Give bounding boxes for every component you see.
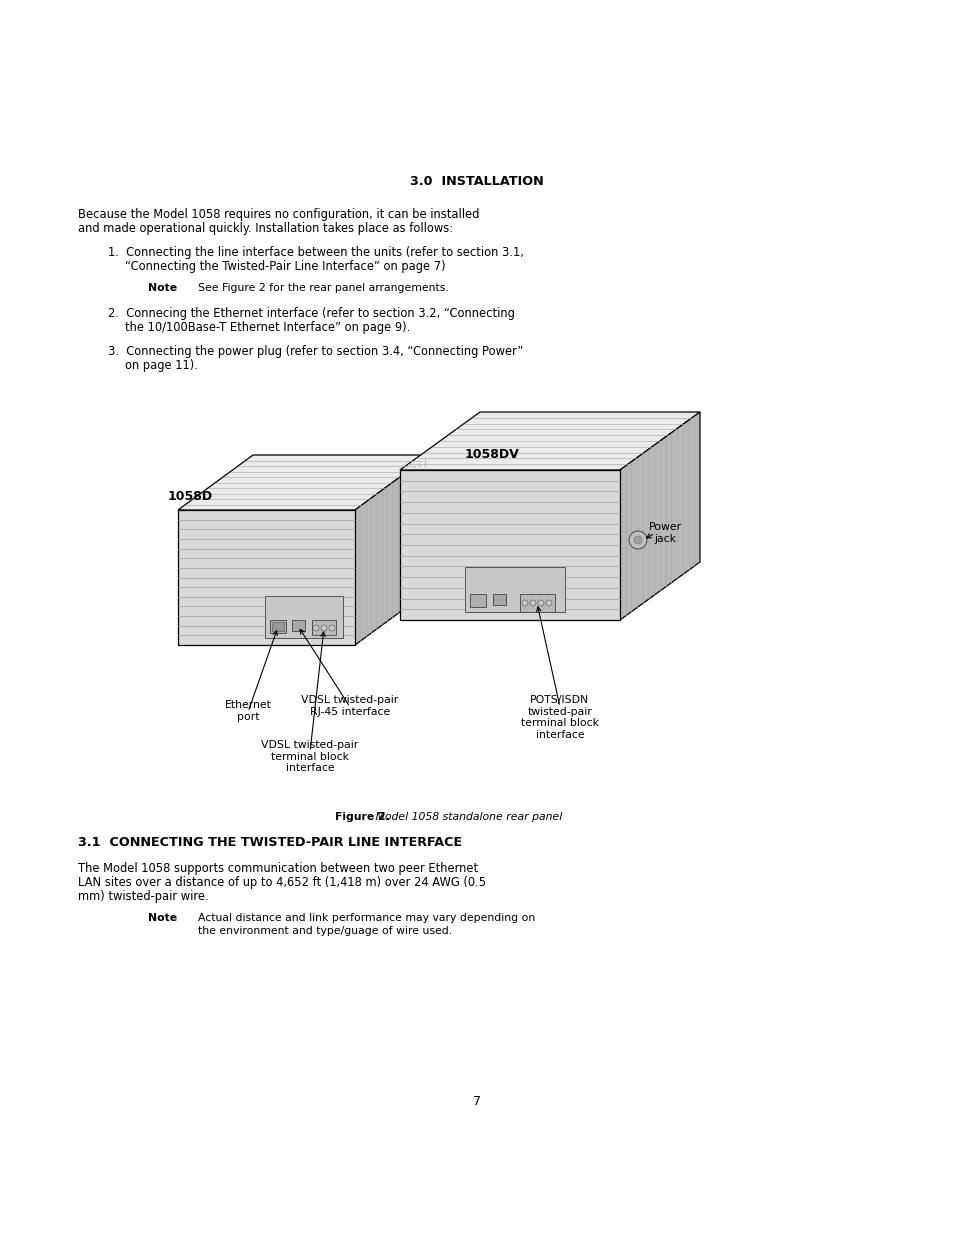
Text: 7: 7 bbox=[473, 1095, 480, 1108]
Circle shape bbox=[628, 531, 646, 550]
Text: and made operational quickly. Installation takes place as follows:: and made operational quickly. Installati… bbox=[78, 222, 453, 235]
Bar bbox=[464, 567, 564, 613]
Text: See Figure 2 for the rear panel arrangements.: See Figure 2 for the rear panel arrangem… bbox=[198, 283, 448, 293]
Text: Ethernet
port: Ethernet port bbox=[224, 700, 272, 721]
Text: The Model 1058 supports communication between two peer Ethernet: The Model 1058 supports communication be… bbox=[78, 862, 477, 876]
Circle shape bbox=[634, 536, 641, 543]
Text: 1058DV: 1058DV bbox=[464, 448, 519, 461]
Bar bbox=[292, 620, 305, 631]
Text: on page 11).: on page 11). bbox=[125, 359, 197, 372]
Circle shape bbox=[320, 625, 327, 631]
Polygon shape bbox=[178, 454, 430, 510]
Circle shape bbox=[329, 625, 335, 631]
Text: POTS/ISDN
twisted-pair
terminal block
interface: POTS/ISDN twisted-pair terminal block in… bbox=[520, 695, 598, 740]
Text: “Connecting the Twisted-Pair Line Interface” on page 7): “Connecting the Twisted-Pair Line Interf… bbox=[125, 261, 445, 273]
Text: 2.  Connecing the Ethernet interface (refer to section 3.2, “Connecting: 2. Connecing the Ethernet interface (ref… bbox=[108, 308, 515, 320]
Circle shape bbox=[537, 600, 543, 606]
Text: 3.1  CONNECTING THE TWISTED-PAIR LINE INTERFACE: 3.1 CONNECTING THE TWISTED-PAIR LINE INT… bbox=[78, 836, 461, 848]
Polygon shape bbox=[178, 510, 355, 645]
Polygon shape bbox=[619, 412, 700, 620]
Polygon shape bbox=[355, 454, 430, 645]
Text: Model 1058 standalone rear panel: Model 1058 standalone rear panel bbox=[372, 811, 561, 823]
Text: 1.  Connecting the line interface between the units (refer to section 3.1,: 1. Connecting the line interface between… bbox=[108, 246, 523, 259]
Bar bbox=[519, 594, 555, 613]
Text: 1058D: 1058D bbox=[168, 490, 213, 503]
Bar bbox=[312, 620, 335, 635]
Bar bbox=[270, 620, 286, 634]
Bar bbox=[493, 594, 505, 605]
Text: VDSL twisted-pair
RJ-45 interface: VDSL twisted-pair RJ-45 interface bbox=[301, 695, 398, 716]
Text: Figure 2.: Figure 2. bbox=[335, 811, 390, 823]
Text: Power
jack: Power jack bbox=[648, 522, 680, 543]
Text: 3.0  INSTALLATION: 3.0 INSTALLATION bbox=[410, 175, 543, 188]
Text: Note: Note bbox=[148, 283, 177, 293]
Text: LAN sites over a distance of up to 4,652 ft (1,418 m) over 24 AWG (0.5: LAN sites over a distance of up to 4,652… bbox=[78, 876, 486, 889]
Text: 3.  Connecting the power plug (refer to section 3.4, “Connecting Power”: 3. Connecting the power plug (refer to s… bbox=[108, 345, 522, 358]
Text: VDSL twisted-pair
terminal block
interface: VDSL twisted-pair terminal block interfa… bbox=[261, 740, 358, 773]
Bar bbox=[272, 622, 284, 631]
Circle shape bbox=[530, 600, 536, 606]
Bar bbox=[265, 597, 343, 638]
Polygon shape bbox=[399, 412, 700, 471]
Circle shape bbox=[521, 600, 527, 606]
Text: mm) twisted-pair wire.: mm) twisted-pair wire. bbox=[78, 890, 209, 903]
Text: the 10/100Base-T Ethernet Interface” on page 9).: the 10/100Base-T Ethernet Interface” on … bbox=[125, 321, 410, 333]
Polygon shape bbox=[399, 471, 619, 620]
Circle shape bbox=[545, 600, 552, 606]
Text: Note: Note bbox=[148, 913, 177, 923]
Bar bbox=[470, 594, 485, 606]
Text: Actual distance and link performance may vary depending on: Actual distance and link performance may… bbox=[198, 913, 535, 923]
Text: the environment and type/guage of wire used.: the environment and type/guage of wire u… bbox=[198, 926, 452, 936]
Circle shape bbox=[313, 625, 318, 631]
Text: Because the Model 1058 requires no configuration, it can be installed: Because the Model 1058 requires no confi… bbox=[78, 207, 478, 221]
